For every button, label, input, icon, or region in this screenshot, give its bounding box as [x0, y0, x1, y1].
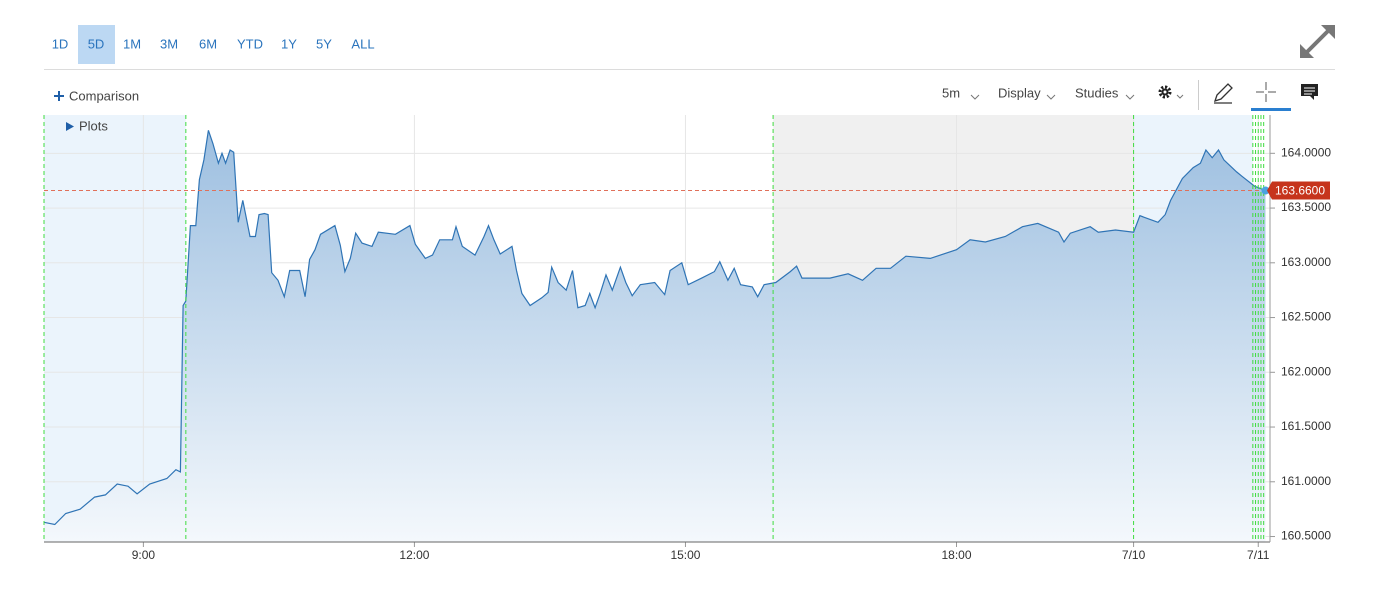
y-tick-label: 161.5000 — [1281, 419, 1331, 433]
price-area — [44, 130, 1266, 543]
y-tick-label: 163.0000 — [1281, 255, 1331, 269]
last-price-label: 163.6600 — [1275, 184, 1325, 198]
last-price-tag — [1267, 181, 1330, 200]
period-button[interactable]: 1M — [123, 36, 141, 51]
interval-menu[interactable]: 5m — [942, 85, 980, 100]
comparison-button[interactable]: Comparison — [54, 88, 139, 103]
period-label: 5Y — [316, 36, 332, 51]
settings-button[interactable] — [1158, 85, 1184, 99]
period-button[interactable]: 6M — [199, 36, 217, 51]
x-tick-label: 7/10 — [1122, 548, 1146, 562]
period-button[interactable]: 5D — [78, 25, 115, 64]
x-tick-label: 9:00 — [132, 548, 156, 562]
draw-button[interactable] — [1213, 83, 1233, 104]
price-line — [43, 130, 1266, 526]
period-button[interactable]: 1D — [52, 36, 69, 51]
comparison-label: Comparison — [69, 88, 139, 103]
x-tick-label: 7/11 — [1247, 548, 1270, 562]
period-label: 1M — [123, 36, 141, 51]
plots-toggle[interactable]: Plots — [66, 118, 108, 133]
period-highlight — [78, 25, 115, 64]
x-tick-label: 18:00 — [941, 548, 971, 562]
period-label: 3M — [160, 36, 178, 51]
x-tick-label: 15:00 — [670, 548, 700, 562]
session-shade — [44, 115, 186, 542]
period-label: YTD — [237, 36, 263, 51]
period-label: 5D — [88, 36, 105, 51]
y-tick-label: 164.0000 — [1281, 145, 1331, 159]
y-tick-label: 160.5000 — [1281, 529, 1331, 543]
period-button[interactable]: 1Y — [281, 36, 297, 51]
period-button[interactable]: 3M — [160, 36, 178, 51]
x-tick-label: 12:00 — [399, 548, 429, 562]
studies-label: Studies — [1075, 85, 1119, 100]
last-point — [1261, 186, 1270, 195]
period-label: 1D — [52, 36, 69, 51]
period-button[interactable]: YTD — [237, 36, 263, 51]
plots-label: Plots — [79, 118, 108, 133]
display-label: Display — [998, 85, 1041, 100]
y-tick-label: 162.0000 — [1281, 364, 1331, 378]
interval-label: 5m — [942, 85, 960, 100]
expand-icon[interactable] — [1300, 25, 1335, 58]
period-button[interactable]: ALL — [351, 36, 374, 51]
period-button[interactable]: 5Y — [316, 36, 332, 51]
y-tick-label: 161.0000 — [1281, 474, 1331, 488]
y-tick-label: 163.5000 — [1281, 200, 1331, 214]
period-label: 6M — [199, 36, 217, 51]
y-tick-label: 162.5000 — [1281, 310, 1331, 324]
studies-menu[interactable]: Studies — [1075, 85, 1135, 100]
period-label: 1Y — [281, 36, 297, 51]
display-menu[interactable]: Display — [998, 85, 1056, 100]
crosshair-button[interactable] — [1251, 82, 1291, 111]
period-label: ALL — [351, 36, 374, 51]
comment-button[interactable] — [1301, 84, 1318, 100]
